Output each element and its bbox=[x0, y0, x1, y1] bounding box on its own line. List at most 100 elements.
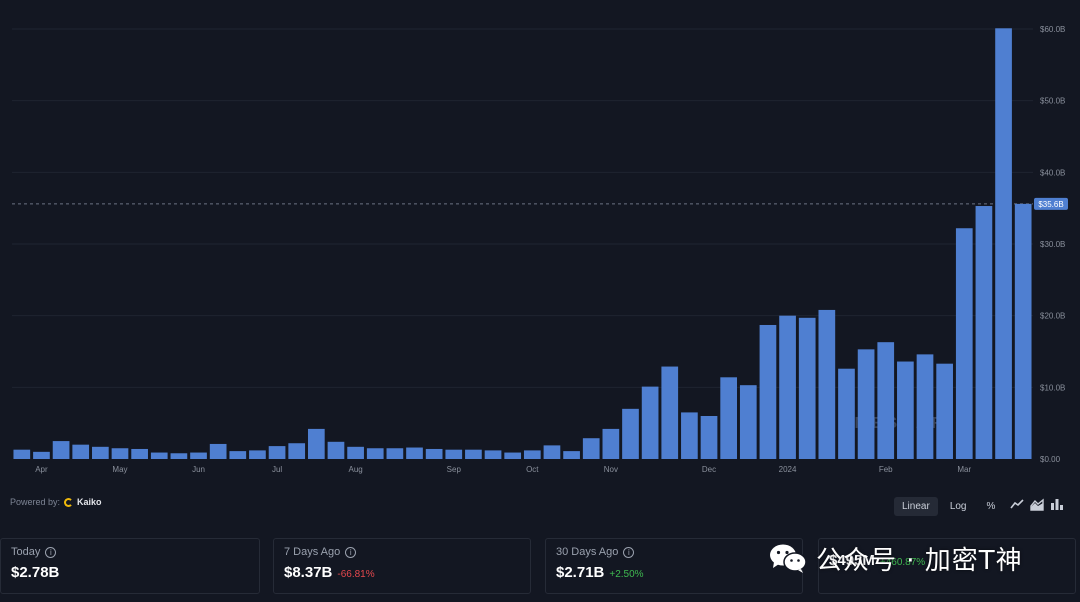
y-tick-label: $0.00 bbox=[1040, 455, 1061, 464]
bar[interactable] bbox=[798, 317, 816, 459]
y-tick-label: $20.0B bbox=[1040, 312, 1065, 321]
x-tick-label: May bbox=[112, 465, 127, 474]
scale-percent-button[interactable]: % bbox=[986, 501, 996, 512]
bar[interactable] bbox=[209, 443, 227, 459]
bar[interactable] bbox=[465, 449, 482, 459]
bar[interactable] bbox=[622, 408, 639, 459]
bar[interactable] bbox=[52, 441, 70, 459]
bar[interactable] bbox=[857, 349, 875, 459]
bar[interactable] bbox=[229, 451, 247, 459]
bar[interactable] bbox=[720, 377, 738, 459]
bar[interactable] bbox=[916, 354, 934, 459]
bar[interactable] bbox=[975, 206, 993, 459]
watermark-text: 公众号 · 加密T神 bbox=[816, 545, 1023, 576]
x-tick-label: Sep bbox=[447, 465, 462, 474]
bar[interactable] bbox=[955, 228, 973, 459]
bar[interactable] bbox=[1014, 203, 1032, 459]
bar[interactable] bbox=[307, 428, 325, 459]
bar[interactable] bbox=[92, 446, 109, 459]
bar[interactable] bbox=[249, 450, 266, 459]
bar[interactable] bbox=[582, 438, 600, 459]
bar[interactable] bbox=[504, 452, 522, 459]
bar[interactable] bbox=[995, 28, 1012, 460]
bar[interactable] bbox=[563, 451, 580, 459]
wechat-watermark: 公众号 · 加密T神 bbox=[768, 540, 1023, 576]
bar[interactable] bbox=[641, 386, 659, 459]
current-value-badge bbox=[1034, 197, 1068, 210]
x-tick-label: Nov bbox=[604, 465, 618, 474]
bar[interactable] bbox=[543, 445, 561, 459]
powered-by-label: Powered by: bbox=[10, 497, 61, 507]
card-value: $2.78B bbox=[11, 564, 60, 581]
bar[interactable] bbox=[268, 446, 286, 459]
x-tick-label: Oct bbox=[526, 465, 539, 474]
x-tick-label: 2024 bbox=[779, 465, 797, 474]
bar[interactable] bbox=[131, 448, 148, 459]
scale-log-button[interactable]: Log bbox=[949, 501, 967, 512]
y-tick-label: $40.0B bbox=[1040, 168, 1065, 177]
x-tick-label: Dec bbox=[702, 465, 716, 474]
bar[interactable] bbox=[759, 324, 777, 459]
bar[interactable] bbox=[523, 450, 541, 459]
x-tick-label: Aug bbox=[348, 465, 362, 474]
bar[interactable] bbox=[33, 451, 50, 459]
y-tick-label: $50.0B bbox=[1040, 97, 1065, 106]
card-today: Today i $2.78B bbox=[0, 538, 260, 594]
y-tick-label: $60.0B bbox=[1040, 25, 1065, 34]
info-icon[interactable]: i bbox=[345, 546, 357, 558]
bar[interactable] bbox=[877, 342, 895, 459]
area-chart-icon[interactable] bbox=[1030, 497, 1044, 511]
bar[interactable] bbox=[818, 309, 836, 459]
bar[interactable] bbox=[170, 453, 188, 459]
chart-area: $0.00 $10.0B $20.0B $30.0B $40.0B $50.0B $60.0… bbox=[0, 0, 1080, 485]
bar[interactable] bbox=[661, 366, 679, 459]
bar[interactable] bbox=[366, 448, 384, 459]
card-label: Today bbox=[11, 546, 41, 558]
y-tick-label: $10.0B bbox=[1040, 383, 1065, 392]
y-tick-label: $30.0B bbox=[1040, 240, 1065, 249]
info-icon[interactable]: i bbox=[623, 546, 635, 558]
bar[interactable] bbox=[484, 450, 502, 459]
card-value: $2.71B bbox=[556, 564, 605, 581]
bar[interactable] bbox=[406, 447, 423, 459]
bar[interactable] bbox=[425, 448, 443, 459]
x-tick-label: Feb bbox=[879, 465, 893, 474]
bar[interactable] bbox=[190, 452, 207, 459]
bar[interactable] bbox=[72, 444, 90, 459]
bar[interactable] bbox=[386, 448, 404, 459]
x-tick-label: Jun bbox=[192, 465, 205, 474]
bar[interactable] bbox=[288, 443, 306, 459]
card-label: 7 Days Ago bbox=[284, 546, 341, 558]
bar[interactable] bbox=[327, 441, 345, 459]
card-30-days-ago: 30 Days Ago i $2.71B +2.50% bbox=[545, 538, 803, 594]
card-change: -66.81% bbox=[337, 569, 375, 580]
x-tick-label: Jul bbox=[272, 465, 282, 474]
bar[interactable] bbox=[739, 385, 757, 459]
current-value-label: $35.6B bbox=[1038, 200, 1063, 209]
summary-cards: Today i $2.78B 7 Days Ago i $8.37B -66.8… bbox=[0, 528, 1080, 602]
bar[interactable] bbox=[936, 363, 953, 459]
x-tick-label: Mar bbox=[957, 465, 971, 474]
scale-linear-button[interactable]: Linear bbox=[894, 497, 938, 516]
bar[interactable] bbox=[13, 449, 31, 459]
bar[interactable] bbox=[445, 449, 463, 459]
bar[interactable] bbox=[111, 448, 129, 459]
bar[interactable] bbox=[700, 416, 718, 459]
bar-chart-icon[interactable] bbox=[1050, 497, 1064, 511]
bar[interactable] bbox=[347, 446, 364, 459]
chart-type-buttons bbox=[1010, 497, 1064, 511]
card-value: $495M bbox=[829, 552, 875, 569]
line-chart-icon[interactable] bbox=[1010, 497, 1024, 511]
bar[interactable] bbox=[897, 361, 914, 459]
card-1-year-ago: $495M +460.87% bbox=[818, 538, 1076, 594]
bar[interactable] bbox=[838, 368, 855, 459]
bar[interactable] bbox=[779, 315, 796, 459]
scale-toggle: Linear Log % bbox=[894, 497, 1003, 516]
bar[interactable] bbox=[681, 412, 698, 459]
info-icon[interactable]: i bbox=[45, 546, 57, 558]
bar-chart[interactable]: $0.00 $10.0B $20.0B $30.0B $40.0B $50.0B $60.0… bbox=[0, 0, 1080, 485]
bar[interactable] bbox=[602, 428, 620, 459]
card-value: $8.37B bbox=[284, 564, 333, 581]
card-label: 30 Days Ago bbox=[556, 546, 619, 558]
bar[interactable] bbox=[150, 452, 168, 459]
